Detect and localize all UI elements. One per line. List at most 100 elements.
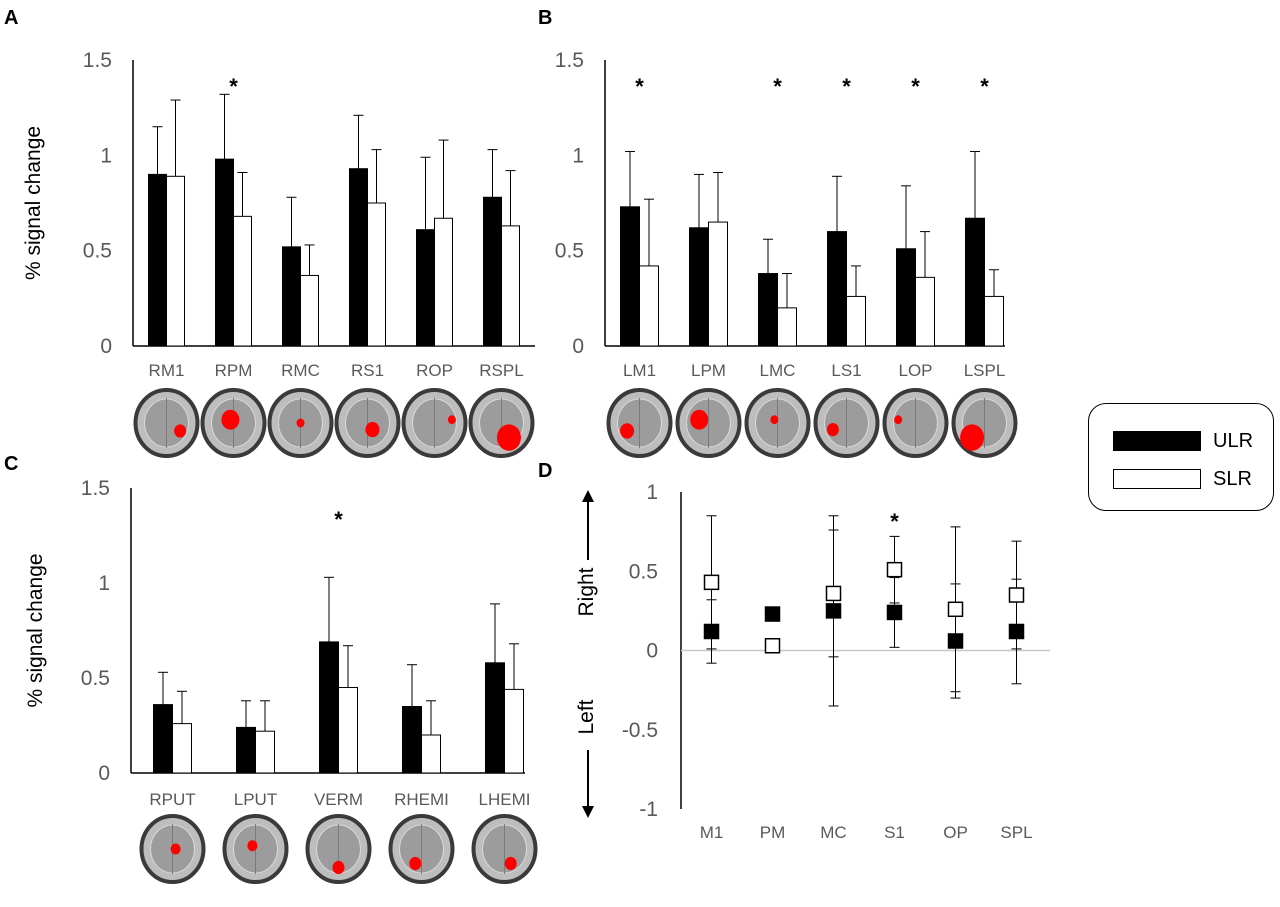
legend-item-slr: SLR	[1113, 464, 1252, 494]
panel-letter-b: B	[538, 7, 552, 29]
roi-highlight-rmc	[296, 418, 305, 428]
roi-highlight-rspl	[496, 424, 521, 451]
point-slr-m1	[703, 574, 720, 591]
point-ulr-s1	[886, 604, 903, 621]
bar-slr-rop	[434, 217, 453, 347]
point-ulr-op	[947, 633, 964, 649]
bar-slr-rmc	[300, 274, 319, 347]
bar-slr-rpm	[233, 215, 252, 347]
y-tick-label: 0.5	[81, 667, 110, 690]
y-tick-label: 0.5	[555, 240, 584, 263]
category-label-rop: ROP	[416, 361, 453, 380]
category-label-pm: PM	[760, 823, 786, 842]
category-label-lpm: LPM	[691, 361, 726, 380]
bar-slr-lm1	[639, 265, 659, 347]
y-tick-label: -1	[639, 798, 658, 821]
y-tick-label: 0	[100, 335, 112, 358]
y-tick-label: 1.5	[555, 49, 584, 72]
bar-slr-rs1	[367, 202, 386, 347]
category-label-rs1: RS1	[351, 361, 384, 380]
bar-ulr-rspl	[483, 196, 502, 347]
category-label-lput: LPUT	[234, 790, 277, 809]
category-label-lhemi: LHEMI	[479, 790, 531, 809]
y-axis-title: % signal change	[24, 553, 47, 707]
bar-slr-rspl	[501, 225, 520, 347]
point-ulr-mc	[825, 603, 842, 619]
roi-highlight-lput	[247, 840, 258, 852]
y-tick-label: 1	[98, 572, 110, 595]
category-label-mc: MC	[820, 823, 846, 842]
category-label-m1: M1	[700, 823, 724, 842]
y-axis-title-left: Left	[575, 699, 598, 734]
roi-highlight-rs1	[365, 421, 380, 438]
chart-b: 0 0.5 1 1.5 LM1 * LPM LMC * LS1 * LOP * LSPL *	[555, 49, 1018, 458]
legend: ULR SLR	[1088, 403, 1274, 511]
y-axis-title-right: Right	[575, 567, 598, 616]
category-label-lop: LOP	[898, 361, 932, 380]
roi-highlight-lop	[894, 415, 903, 425]
bar-ulr-lpm	[689, 227, 709, 347]
chart-a: 0 0.5 1 1.5 % signal change RM1 RPM * RMC RS1 ROP R…	[22, 49, 535, 458]
chart-c: 0 0.5 1 1.5 % signal change RPUT LPUT VERM * RHEM…	[24, 477, 538, 884]
bar-ulr-rpm	[215, 158, 234, 347]
roi-highlight-lpm	[690, 409, 709, 430]
bar-ulr-rmc	[282, 246, 301, 347]
significance-star-lmc: *	[773, 74, 782, 99]
roi-highlight-rput	[170, 843, 181, 855]
point-slr-mc	[825, 585, 842, 602]
bar-slr-lop	[915, 276, 935, 347]
significance-star-s1: *	[890, 509, 899, 534]
significance-star-lspl: *	[980, 74, 989, 99]
y-tick-label: 1.5	[83, 49, 112, 72]
legend-item-ulr: ULR	[1113, 426, 1253, 456]
bar-slr-lhemi	[504, 688, 524, 774]
bar-slr-rput	[172, 723, 192, 774]
category-label-spl: SPL	[1000, 823, 1032, 842]
bar-slr-ls1	[846, 295, 866, 347]
category-label-rput: RPUT	[149, 790, 195, 809]
y-tick-label: -0.5	[622, 719, 658, 742]
category-label-rm1: RM1	[149, 361, 185, 380]
point-ulr-pm	[764, 606, 781, 622]
legend-swatch-ulr	[1113, 431, 1201, 451]
bar-ulr-verm	[319, 641, 339, 774]
panel-letter-c: C	[4, 453, 18, 475]
roi-highlight-lmc	[770, 415, 779, 425]
roi-highlight-verm	[332, 860, 345, 875]
point-slr-op	[947, 601, 964, 618]
bar-ulr-rhemi	[402, 706, 422, 774]
category-label-s1: S1	[884, 823, 905, 842]
y-tick-label: 1.5	[81, 477, 110, 500]
category-label-rhemi: RHEMI	[394, 790, 449, 809]
roi-highlight-rm1	[174, 424, 187, 438]
bar-ulr-rs1	[349, 168, 368, 347]
y-tick-label: 0	[572, 335, 584, 358]
y-tick-label: 1	[572, 144, 584, 167]
bar-ulr-rput	[153, 704, 173, 774]
point-slr-spl	[1008, 587, 1025, 603]
bar-slr-lspl	[984, 295, 1004, 347]
category-label-rmc: RMC	[281, 361, 320, 380]
category-label-rspl: RSPL	[479, 361, 523, 380]
category-label-lm1: LM1	[623, 361, 656, 380]
category-label-lmc: LMC	[760, 361, 796, 380]
bar-ulr-lop	[896, 248, 916, 347]
legend-swatch-slr	[1113, 469, 1201, 489]
bar-slr-lput	[255, 730, 275, 774]
significance-star-ls1: *	[842, 74, 851, 99]
point-ulr-spl	[1008, 623, 1025, 640]
y-tick-label: 0.5	[83, 240, 112, 263]
roi-highlight-lspl	[960, 424, 985, 451]
y-axis-title: % signal change	[22, 126, 45, 280]
roi-highlight-rpm	[221, 409, 240, 430]
significance-star-lm1: *	[635, 74, 644, 99]
panel-letter-a: A	[4, 7, 18, 29]
roi-highlight-rhemi	[409, 856, 422, 871]
panel-letter-d: D	[538, 460, 552, 482]
bar-ulr-rop	[416, 229, 435, 347]
y-tick-label: 0	[646, 640, 658, 663]
bar-ulr-ls1	[827, 231, 847, 347]
legend-label-slr: SLR	[1213, 467, 1252, 490]
y-tick-label: 0.5	[629, 560, 658, 583]
